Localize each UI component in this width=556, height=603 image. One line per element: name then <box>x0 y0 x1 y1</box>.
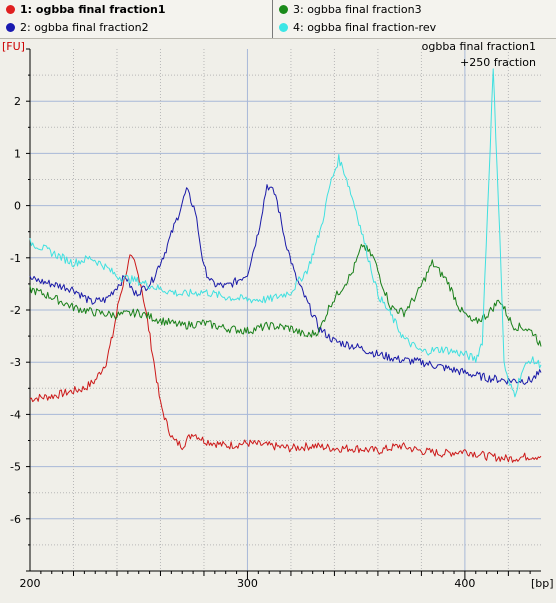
series-lines <box>29 68 542 463</box>
y-tick-label: 2 <box>14 95 21 108</box>
x-tick-label: 300 <box>237 577 258 590</box>
legend-item-fraction1[interactable]: 1: ogbba final fraction1 <box>0 1 166 19</box>
y-tick-label: -4 <box>10 408 21 421</box>
x-tick-label: 400 <box>454 577 475 590</box>
y-tick-label: 1 <box>14 147 21 160</box>
annotation-fraction: +250 fraction <box>460 56 536 69</box>
legend-label: 3: ogbba final fraction3 <box>293 3 422 16</box>
series-dot-icon <box>279 22 288 32</box>
y-tick-labels: 2 1 0 -1 -2 -3 -4 -5 -6 <box>10 95 21 526</box>
y-tick-label: -5 <box>10 461 21 474</box>
series-line-1 <box>29 254 542 463</box>
legend-label: 1: ogbba final fraction1 <box>20 3 166 16</box>
y-tick-label: -3 <box>10 356 21 369</box>
series-dot-icon <box>6 22 15 32</box>
legend-bar: 1: ogbba final fraction1 2: ogbba final … <box>0 0 556 39</box>
y-axis-label: [FU] <box>2 40 25 53</box>
chart-svg[interactable]: [FU] [bp] ogbba final fraction1 +250 fra… <box>0 39 556 603</box>
y-tick-label: -1 <box>10 252 21 265</box>
x-tick-label: 200 <box>20 577 41 590</box>
legend-item-fraction2[interactable]: 2: ogbba final fraction2 <box>0 19 149 37</box>
series-line-4 <box>29 68 542 398</box>
x-tick-labels: 200 300 400 <box>20 577 476 590</box>
x-axis-label: [bp] <box>531 577 554 590</box>
y-tick-label: -6 <box>10 513 21 526</box>
series-line-3 <box>29 243 542 347</box>
series-dot-icon <box>6 4 15 14</box>
series-dot-icon <box>279 4 288 14</box>
legend-item-fraction-rev[interactable]: 4: ogbba final fraction-rev <box>273 19 436 37</box>
legend-column-left: 1: ogbba final fraction1 2: ogbba final … <box>0 0 273 38</box>
plot-frame <box>26 48 541 579</box>
annotation-sample-name: ogbba final fraction1 <box>422 40 536 53</box>
electropherogram-plot[interactable]: [FU] [bp] ogbba final fraction1 +250 fra… <box>0 39 556 603</box>
legend-column-right: 3: ogbba final fraction3 4: ogbba final … <box>273 0 556 38</box>
legend-label: 4: ogbba final fraction-rev <box>293 21 437 34</box>
y-tick-label: 0 <box>14 200 21 213</box>
y-tick-label: -2 <box>10 304 21 317</box>
grid-lines <box>30 49 541 571</box>
series-line-2 <box>29 184 542 385</box>
legend-item-fraction3[interactable]: 3: ogbba final fraction3 <box>273 1 422 19</box>
legend-label: 2: ogbba final fraction2 <box>20 21 149 34</box>
